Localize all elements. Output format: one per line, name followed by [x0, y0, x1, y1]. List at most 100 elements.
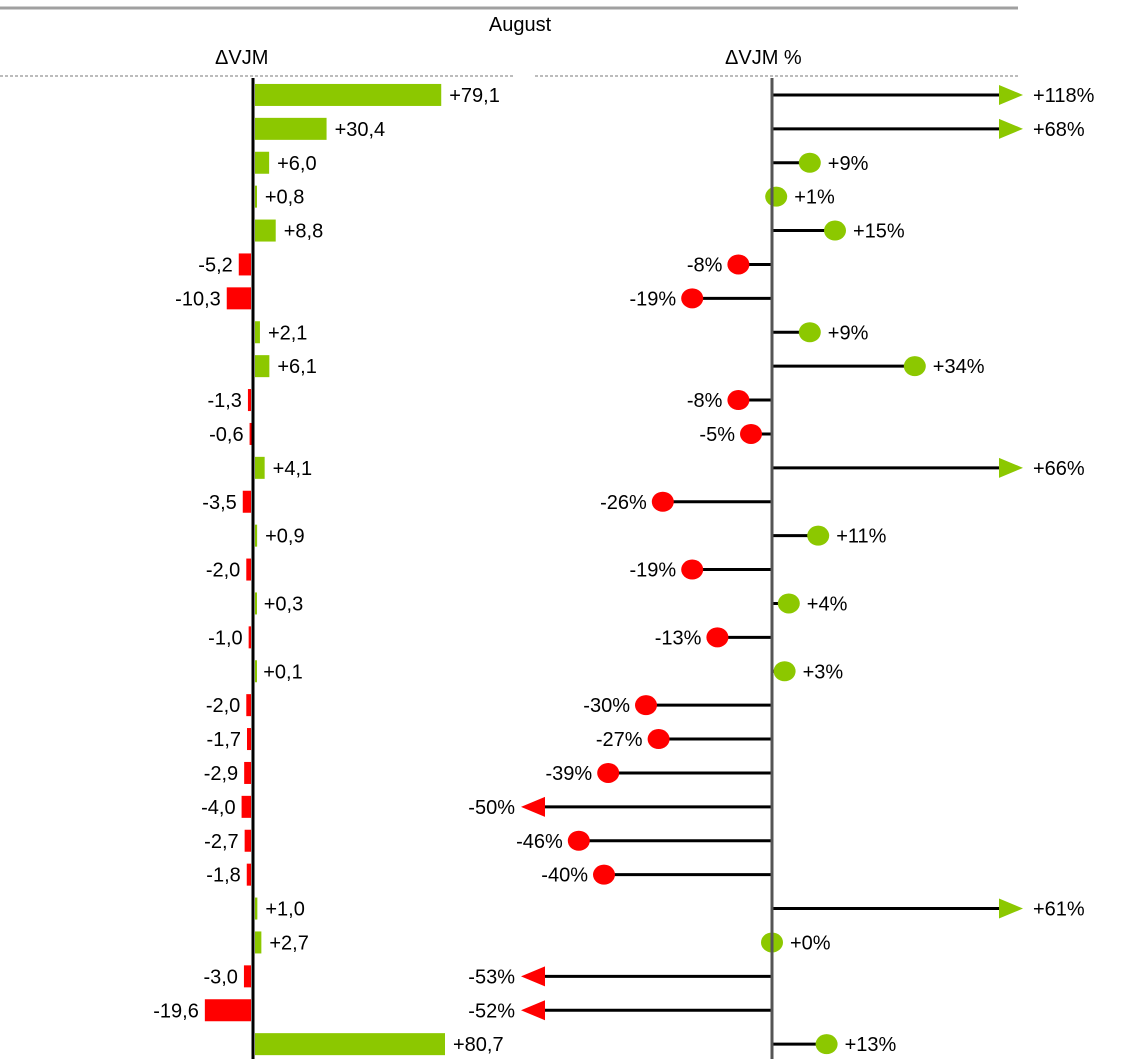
delta-bar	[255, 83, 442, 106]
pin-arrow	[521, 966, 545, 987]
delta-bar-label: -0,6	[209, 424, 243, 446]
delta-bar	[255, 456, 265, 479]
delta-bar-label: -1,7	[207, 729, 241, 751]
pin-label: -27%	[596, 729, 643, 751]
pin-dot	[651, 491, 674, 512]
delta-bar	[255, 1033, 445, 1056]
delta-vjm-header: ΔVJM	[215, 47, 269, 69]
delta-bar-label: -2,7	[204, 831, 238, 853]
delta-bar	[255, 219, 276, 242]
pin-label: -13%	[655, 627, 702, 649]
delta-bar-label: +1,0	[265, 899, 304, 921]
delta-bar	[248, 626, 251, 649]
delta-bar	[247, 728, 251, 751]
delta-bar-label: -3,5	[202, 492, 236, 514]
delta-bar	[244, 829, 251, 852]
pin-dot	[765, 186, 788, 207]
delta-bar-label: -4,0	[201, 797, 235, 819]
delta-bar	[244, 761, 251, 784]
delta-bar-label: -2,0	[206, 695, 240, 717]
delta-bar-label: -1,3	[207, 390, 241, 412]
pin-dot	[777, 593, 800, 614]
delta-bar	[255, 321, 260, 344]
pin-label: +61%	[1033, 899, 1085, 921]
delta-bar-label: +6,1	[277, 356, 316, 378]
pin-label: -50%	[468, 797, 515, 819]
pin-label: -53%	[468, 966, 515, 988]
delta-bar-label: -5,2	[198, 254, 232, 276]
delta-bar-label: -10,3	[175, 288, 221, 310]
pin-dot	[798, 152, 821, 173]
delta-bar	[246, 558, 251, 581]
delta-bar-label: +2,7	[269, 932, 308, 954]
pin-dot	[593, 864, 615, 885]
delta-vjm-percent-header: ΔVJM %	[725, 47, 802, 69]
delta-bar	[255, 185, 257, 208]
delta-bar	[246, 863, 251, 886]
pin-arrow	[999, 118, 1023, 139]
pin-arrow	[999, 898, 1023, 919]
pin-label: -26%	[600, 492, 647, 514]
delta-bar	[255, 355, 270, 378]
delta-bar	[255, 592, 257, 615]
delta-bar-label: +6,0	[277, 153, 316, 175]
pin-dot	[740, 423, 762, 444]
delta-bar	[238, 253, 251, 276]
delta-bar-label: +0,1	[263, 661, 302, 683]
delta-bar	[255, 897, 258, 920]
chart-title: August	[488, 14, 552, 36]
pin-dot	[727, 254, 750, 275]
pin-label: +118%	[1033, 85, 1095, 107]
delta-bar-label: +0,9	[265, 526, 304, 548]
delta-bar	[247, 389, 251, 412]
delta-bar-label: +79,1	[449, 85, 500, 107]
pin-dot	[727, 390, 750, 411]
pin-dot	[647, 729, 670, 750]
pin-label: +1%	[794, 187, 835, 209]
pin-dot	[681, 288, 704, 309]
pin-label: -30%	[583, 695, 630, 717]
pin-label: -52%	[468, 1000, 515, 1022]
delta-bar-label: +0,8	[265, 187, 304, 209]
pin-dot	[815, 1034, 838, 1055]
pin-label: +9%	[828, 322, 869, 344]
pin-dot	[567, 830, 590, 851]
pin-dot	[706, 627, 729, 648]
pin-dot	[903, 356, 926, 377]
delta-bar-label: +8,8	[284, 221, 323, 243]
delta-bar	[255, 660, 257, 683]
delta-bar	[241, 795, 251, 818]
pin-label: +11%	[836, 526, 886, 548]
pin-label: -8%	[687, 254, 723, 276]
delta-bar-label: -2,0	[206, 560, 240, 582]
pin-dot	[773, 661, 796, 682]
delta-bar	[242, 490, 251, 513]
pin-arrow	[999, 457, 1023, 478]
pin-label: +3%	[803, 661, 844, 683]
delta-bar	[204, 999, 251, 1022]
pin-label: -19%	[629, 560, 676, 582]
delta-bar-label: +2,1	[268, 322, 307, 344]
pin-dot	[681, 559, 704, 580]
delta-bar	[243, 965, 251, 988]
delta-bar-label: -3,0	[203, 966, 237, 988]
pin-label: -5%	[699, 424, 735, 446]
pin-label: +15%	[853, 221, 905, 243]
pin-dot	[798, 322, 821, 343]
delta-bar	[255, 931, 262, 954]
delta-bar-label: +4,1	[273, 458, 312, 480]
delta-bar	[226, 287, 251, 310]
pin-label: +4%	[807, 593, 848, 615]
pin-label: +34%	[933, 356, 985, 378]
pin-label: +66%	[1033, 458, 1085, 480]
pin-label: +0%	[790, 932, 831, 954]
pin-dot	[824, 220, 846, 241]
pin-label: -8%	[687, 390, 723, 412]
delta-bar-label: -1,0	[208, 627, 242, 649]
pin-label: -39%	[545, 763, 592, 785]
pin-dot	[807, 525, 830, 546]
delta-bar-label: -1,8	[206, 865, 240, 887]
delta-bar-label: +80,7	[453, 1034, 504, 1056]
